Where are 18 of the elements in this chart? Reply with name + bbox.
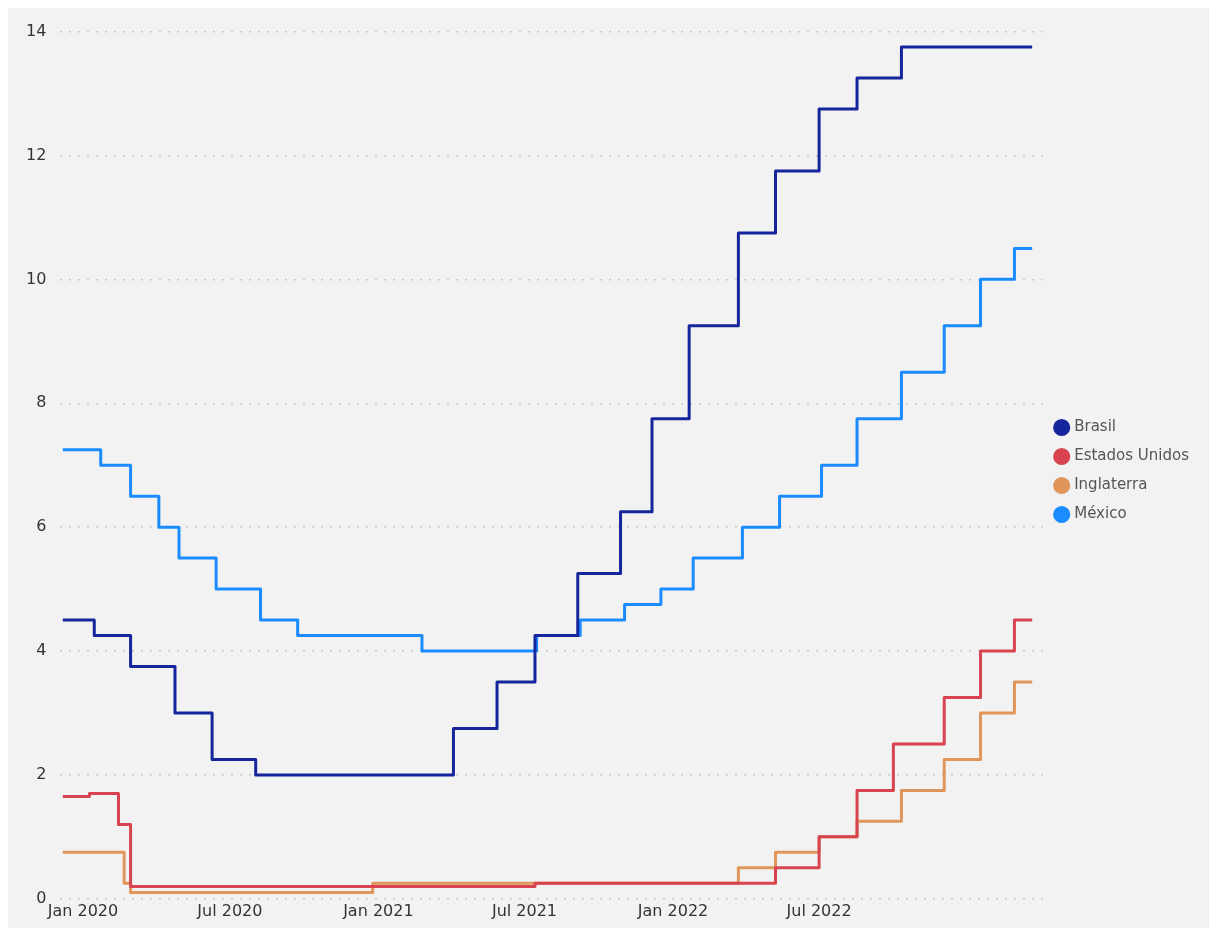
x-tick-label: Jul 2021 (490, 900, 558, 920)
y-tick-label: 8 (36, 392, 47, 412)
y-tick-label: 14 (26, 20, 47, 40)
y-tick-label: 0 (36, 887, 47, 907)
y-tick-label: 10 (26, 268, 47, 288)
legend-label: Brasil (1074, 417, 1116, 436)
x-tick-label: Jan 2022 (636, 900, 709, 920)
x-tick-label: Jan 2020 (46, 900, 119, 920)
legend-label: Estados Unidos (1074, 446, 1190, 465)
y-tick-label: 12 (26, 144, 47, 164)
legend-label: México (1074, 504, 1127, 523)
y-tick-label: 2 (36, 764, 47, 784)
y-tick-label: 6 (36, 516, 47, 536)
x-tick-label: Jan 2021 (342, 900, 414, 920)
x-tick-label: Jul 2020 (196, 900, 263, 920)
x-tick-label: Jul 2022 (785, 900, 852, 920)
y-tick-label: 4 (36, 640, 47, 660)
legend-label: Inglaterra (1074, 475, 1148, 494)
